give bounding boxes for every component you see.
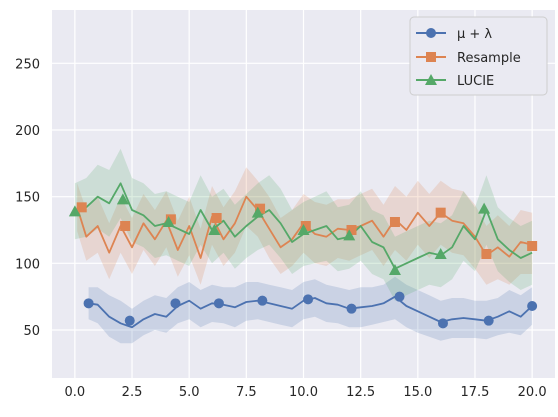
marker-mu-lambda xyxy=(303,294,314,305)
marker-lucie xyxy=(478,202,491,214)
y-axis-ticks: 50 100 150 200 250 xyxy=(15,57,40,339)
marker-mu-lambda xyxy=(483,315,494,326)
y-tick-label: 100 xyxy=(15,257,40,272)
x-tick-label: 10.0 xyxy=(289,385,318,400)
y-tick-label: 200 xyxy=(15,124,40,139)
legend-label-resample: Resample xyxy=(457,51,521,66)
marker-lucie xyxy=(297,224,310,235)
marker-resample xyxy=(389,217,400,227)
marker-lucie xyxy=(434,248,447,259)
marker-lucie xyxy=(116,193,129,205)
marker-mu-lambda xyxy=(257,295,268,306)
series-markers xyxy=(68,193,538,329)
marker-mu-lambda xyxy=(170,298,181,309)
legend-item-lucie: LUCIE xyxy=(416,74,494,89)
marker-lucie xyxy=(208,224,221,235)
marker-resample xyxy=(481,249,492,259)
band-mu-lambda xyxy=(88,276,533,344)
marker-mu-lambda xyxy=(394,291,405,302)
marker-mu-lambda xyxy=(437,318,448,329)
x-tick-label: 2.5 xyxy=(122,385,143,400)
x-tick-label: 17.5 xyxy=(461,385,490,400)
x-tick-label: 7.5 xyxy=(236,385,257,400)
marker-resample xyxy=(435,207,446,218)
marker-resample xyxy=(527,241,538,251)
legend: μ + λ Resample LUCIE xyxy=(409,16,548,96)
x-tick-label: 15.0 xyxy=(403,385,432,400)
marker-resample xyxy=(255,203,266,214)
marker-mu-lambda xyxy=(346,303,357,314)
legend-item-mu-lambda: μ + λ xyxy=(416,27,492,42)
x-tick-label: 12.5 xyxy=(346,385,375,400)
legend-label-mu-lambda: μ + λ xyxy=(457,27,492,42)
marker-mu-lambda xyxy=(213,298,224,309)
marker-resample xyxy=(300,221,311,231)
marker-lucie xyxy=(343,229,356,241)
x-axis-ticks: 0.0 2.5 5.0 7.5 10.0 12.5 15.0 17.5 20.0 xyxy=(65,385,547,400)
legend-box xyxy=(409,16,548,96)
marker-resample xyxy=(120,221,131,231)
marker-resample xyxy=(346,225,357,235)
marker-lucie xyxy=(68,205,81,217)
legend-item-resample: Resample xyxy=(416,51,521,66)
y-tick-label: 50 xyxy=(23,324,40,339)
x-tick-label: 5.0 xyxy=(179,385,200,400)
y-tick-label: 250 xyxy=(15,57,40,72)
marker-mu-lambda xyxy=(527,301,538,311)
marker-resample xyxy=(76,202,87,213)
x-tick-label: 20.0 xyxy=(518,385,547,400)
marker-resample xyxy=(211,213,222,223)
marker-lucie xyxy=(251,206,264,218)
marker-lucie xyxy=(162,216,175,227)
marker-lucie xyxy=(388,264,401,275)
marker-mu-lambda xyxy=(124,315,135,326)
marker-resample xyxy=(165,214,176,225)
legend-label-lucie: LUCIE xyxy=(457,74,494,89)
y-tick-label: 150 xyxy=(15,191,40,206)
marker-mu-lambda xyxy=(83,298,94,309)
x-tick-label: 0.0 xyxy=(65,385,86,400)
